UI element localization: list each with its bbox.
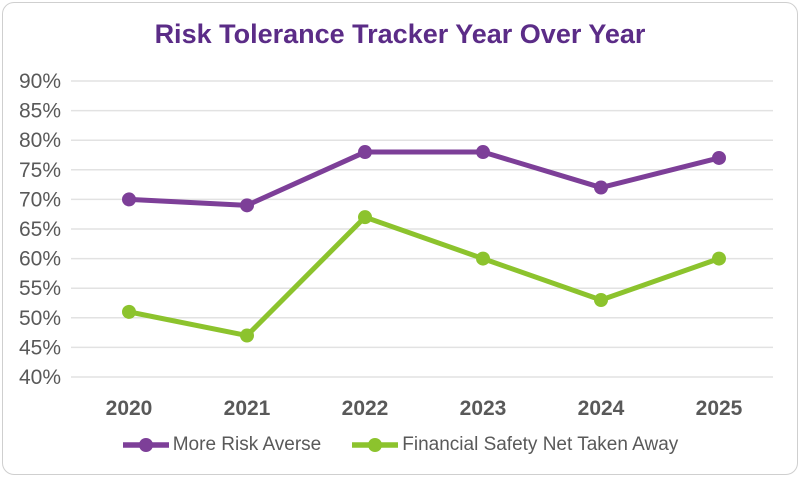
y-tick-label: 45% <box>19 336 61 359</box>
data-point <box>358 210 372 225</box>
data-point <box>122 304 136 319</box>
chart-legend: More Risk Averse Financial Safety Net Ta… <box>3 434 797 456</box>
line-chart-plot: 90% 85% 80% 75% 70% 65% 60% 55% 50% 45% 40% 2020 202… <box>19 70 773 420</box>
legend-item-financial-safety-net: Financial Safety Net Taken Away <box>351 434 678 456</box>
y-tick-label: 90% <box>19 70 61 93</box>
x-tick-label: 2023 <box>460 397 507 420</box>
data-point <box>594 293 608 308</box>
y-tick-label: 55% <box>19 277 61 300</box>
data-point <box>712 251 726 266</box>
y-tick-label: 65% <box>19 218 61 241</box>
legend-line-marker-icon <box>122 438 169 452</box>
y-tick-label: 75% <box>19 159 61 182</box>
legend-label: More Risk Averse <box>172 434 322 455</box>
x-tick-label: 2020 <box>106 397 153 420</box>
y-tick-label: 60% <box>19 248 61 271</box>
y-tick-label: 80% <box>19 129 61 152</box>
series-line-0 <box>126 149 722 208</box>
data-point <box>476 251 490 266</box>
x-tick-label: 2022 <box>342 397 389 420</box>
legend-label: Financial Safety Net Taken Away <box>402 434 679 455</box>
data-point <box>594 180 608 195</box>
x-tick-label: 2021 <box>224 397 271 420</box>
data-point <box>476 145 490 160</box>
y-tick-label: 50% <box>19 307 61 330</box>
data-point <box>240 198 254 213</box>
data-point <box>122 192 136 207</box>
y-tick-label: 40% <box>19 366 61 389</box>
data-point <box>240 328 254 343</box>
data-point <box>712 150 726 165</box>
series-line-1 <box>126 214 722 339</box>
x-tick-label: 2025 <box>696 397 743 420</box>
y-tick-label: 85% <box>19 100 61 123</box>
chart-title: Risk Tolerance Tracker Year Over Year <box>154 19 646 49</box>
data-point <box>358 145 372 160</box>
legend-line-marker-icon <box>352 438 399 452</box>
legend-item-more-risk-averse: More Risk Averse <box>122 434 322 456</box>
y-tick-label: 70% <box>19 188 61 211</box>
x-tick-label: 2024 <box>578 397 625 420</box>
